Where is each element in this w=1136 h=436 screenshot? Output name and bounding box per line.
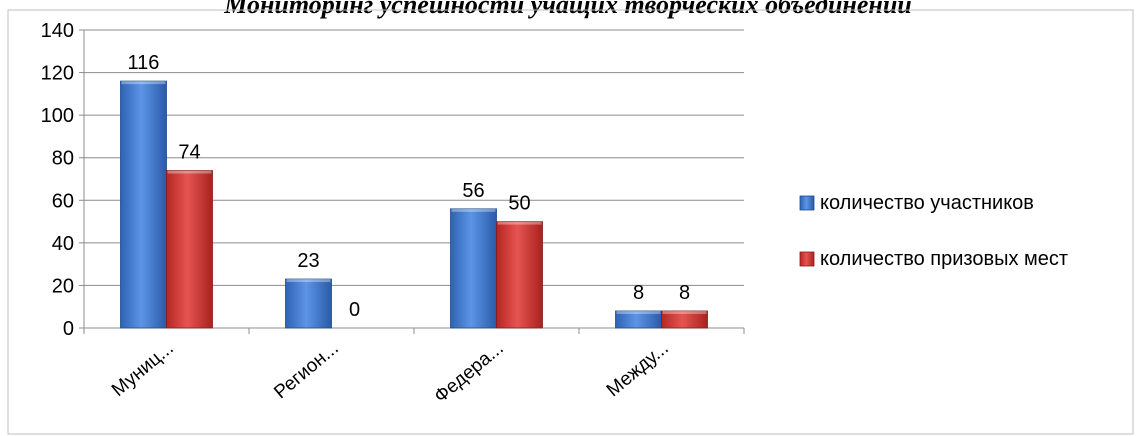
- category-label: Между...: [603, 338, 673, 401]
- data-label: 56: [462, 180, 484, 202]
- chart-border: [7, 9, 1134, 435]
- data-label: 8: [679, 282, 690, 304]
- bar-highlight: [167, 170, 212, 174]
- bar-highlight: [286, 279, 331, 283]
- y-tick-label: 100: [41, 105, 74, 127]
- bar-prizes-2: [496, 221, 543, 329]
- data-label: 50: [508, 193, 530, 215]
- y-tick-label: 0: [63, 318, 74, 340]
- category-label: Муниц...: [108, 338, 178, 401]
- bars: [120, 80, 708, 329]
- legend-label: количество участников: [820, 192, 1034, 214]
- bar-highlight: [662, 310, 707, 314]
- bar-prizes-3: [661, 310, 708, 329]
- bar-participants-2: [450, 208, 497, 329]
- data-label: 8: [633, 282, 644, 304]
- legend-label: количество призовых мест: [820, 248, 1068, 270]
- legend-swatch: [799, 251, 815, 267]
- data-label: 23: [297, 250, 319, 272]
- y-tick-label: 120: [41, 63, 74, 85]
- y-tick-label: 80: [52, 148, 74, 170]
- y-tick-label: 140: [41, 20, 74, 42]
- category-label: Федера...: [430, 338, 507, 408]
- legend-swatch: [799, 195, 815, 211]
- bar-highlight: [451, 208, 496, 212]
- bar-participants-1: [285, 278, 332, 329]
- y-tick-label: 20: [52, 275, 74, 297]
- bar-prizes-0: [166, 170, 213, 329]
- bar-participants-0: [120, 80, 167, 329]
- y-tick-label: 40: [52, 233, 74, 255]
- y-tick-label: 60: [52, 190, 74, 212]
- legend: количество участников количество призовых…: [799, 192, 1068, 270]
- data-label: 116: [128, 52, 160, 74]
- category-label: Регион...: [270, 338, 342, 403]
- bar-highlight: [121, 81, 166, 85]
- bar-highlight: [616, 310, 661, 314]
- bar-highlight: [497, 221, 542, 225]
- data-label: 0: [349, 299, 360, 321]
- data-label: 74: [178, 141, 200, 163]
